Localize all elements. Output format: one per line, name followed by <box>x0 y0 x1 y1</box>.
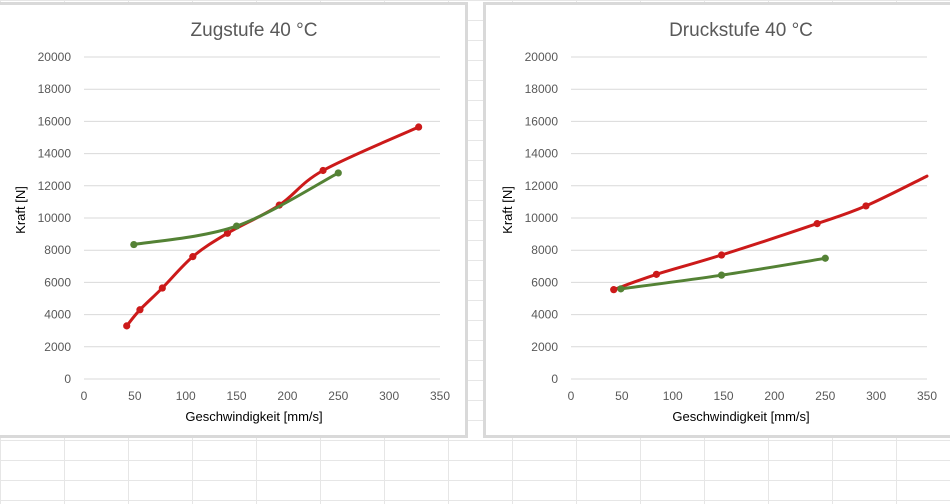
chart-0-x-axis-label: Geschwindigkeit [mm/s] <box>185 409 322 424</box>
chart-1-y-axis-label: Kraft [N] <box>500 186 515 234</box>
chart-0-x-tick-label: 300 <box>379 389 399 403</box>
chart-0-series-0-point[interactable] <box>319 166 327 175</box>
chart-0-series-0-point[interactable] <box>158 284 166 292</box>
chart-0-series-0-point[interactable] <box>223 229 232 237</box>
chart-0-y-tick-label: 20000 <box>38 50 72 64</box>
chart-0-series-0-point[interactable] <box>189 253 197 261</box>
chart-0-title: Zugstufe 40 °C <box>191 20 318 41</box>
chart-1-y-tick-label: 2000 <box>531 340 558 354</box>
chart-0-y-tick-label: 0 <box>64 372 71 386</box>
chart-0-series-1-point[interactable] <box>130 240 138 249</box>
chart-0-series-0-point[interactable] <box>136 306 144 314</box>
chart-0-x-tick-label: 250 <box>328 389 348 403</box>
chart-1-series-1 <box>617 254 829 293</box>
chart-0-y-tick-label: 18000 <box>38 82 72 96</box>
chart-1-y-tick-label: 6000 <box>531 275 558 289</box>
chart-1-x-tick-label: 50 <box>615 389 629 403</box>
chart-1-x-tick-label: 350 <box>917 389 937 403</box>
chart-1-series-1-point[interactable] <box>821 254 829 262</box>
chart-0-y-tick-label: 16000 <box>38 114 72 128</box>
chart-0-series-1-point[interactable] <box>232 222 241 230</box>
chart-0-x-tick-label: 200 <box>277 389 297 403</box>
chart-zugstufe[interactable]: Zugstufe 40 °C 0 2000 4000 6000 8000 10000 1200… <box>0 2 468 438</box>
chart-1-series-0-point[interactable] <box>610 286 618 294</box>
chart-1-x-tick-label: 200 <box>764 389 784 403</box>
chart-1-series-0-line <box>612 174 929 292</box>
chart-1-y-tick-label: 10000 <box>525 211 559 225</box>
chart-1-y-tick-label: 16000 <box>525 114 559 128</box>
chart-1-x-tick-label: 0 <box>568 389 575 403</box>
chart-1-y-tick-label: 12000 <box>525 179 559 193</box>
chart-0-series-1-line <box>132 171 340 247</box>
chart-0-x-tick-label: 50 <box>128 389 142 403</box>
chart-0-x-tick-label: 0 <box>81 389 88 403</box>
chart-zugstufe-plot: Zugstufe 40 °C02000400060008000100001200… <box>13 20 450 424</box>
chart-1-x-tick-label: 100 <box>663 389 683 403</box>
chart-0-series-0-line <box>125 125 421 328</box>
chart-1-y-tick-label: 20000 <box>525 50 559 64</box>
chart-0-series-0 <box>123 123 423 330</box>
chart-0-series-0-point[interactable] <box>123 322 131 330</box>
chart-1-y-tick-label: 14000 <box>525 147 559 161</box>
chart-0-y-tick-label: 2000 <box>44 340 71 354</box>
chart-0-series-0-point[interactable] <box>415 123 423 131</box>
chart-1-series-0-point[interactable] <box>813 220 821 228</box>
chart-0-y-axis-label: Kraft [N] <box>13 186 28 234</box>
chart-1-y-tick-label: 0 <box>551 372 558 386</box>
chart-1-x-axis-label: Geschwindigkeit [mm/s] <box>672 409 809 424</box>
chart-1-series-1-point[interactable] <box>717 271 726 279</box>
chart-0-y-tick-label: 12000 <box>38 179 72 193</box>
chart-1-y-tick-label: 8000 <box>531 243 558 257</box>
chart-0-series-1-point[interactable] <box>334 169 342 177</box>
chart-1-y-tick-label: 18000 <box>525 82 559 96</box>
chart-1-series-0-point[interactable] <box>717 251 726 259</box>
chart-0-y-tick-label: 8000 <box>44 243 71 257</box>
chart-0-series-1 <box>130 169 342 249</box>
chart-1-title: Druckstufe 40 °C <box>669 20 813 41</box>
chart-1-x-tick-label: 300 <box>866 389 886 403</box>
chart-1-x-tick-label: 250 <box>815 389 835 403</box>
chart-0-y-tick-label: 14000 <box>38 147 72 161</box>
chart-druckstufe-plot: Druckstufe 40 °C020004000600080001000012… <box>500 20 937 424</box>
chart-1-series-1-point[interactable] <box>617 285 625 293</box>
chart-0-y-tick-label: 4000 <box>44 308 71 322</box>
chart-druckstufe[interactable]: Druckstufe 40 °C 0 2000 4000 6000 8000 10000 12… <box>483 2 950 438</box>
chart-1-series-0-point[interactable] <box>862 202 870 210</box>
chart-0-x-tick-label: 150 <box>227 389 247 403</box>
chart-0-y-tick-label: 10000 <box>38 211 72 225</box>
chart-1-series-0 <box>610 174 929 294</box>
chart-1-x-tick-label: 150 <box>714 389 734 403</box>
chart-0-x-tick-label: 350 <box>430 389 450 403</box>
chart-0-x-tick-label: 100 <box>176 389 196 403</box>
chart-1-y-tick-label: 4000 <box>531 308 558 322</box>
chart-1-series-0-point[interactable] <box>652 270 661 278</box>
chart-0-y-tick-label: 6000 <box>44 275 71 289</box>
